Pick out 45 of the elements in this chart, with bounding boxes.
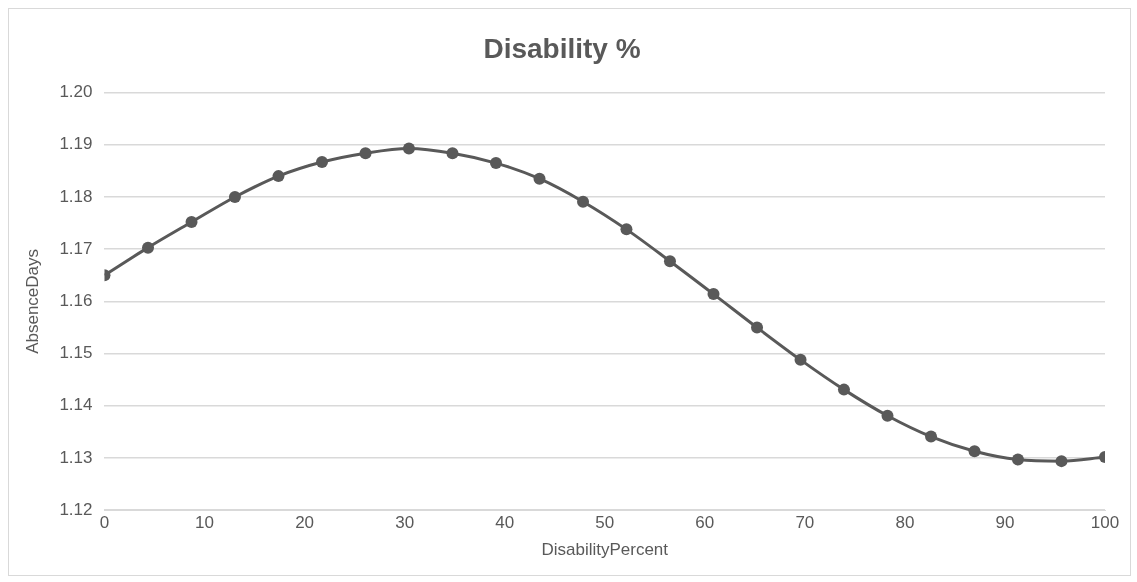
point <box>925 430 938 443</box>
point <box>359 147 372 160</box>
point <box>620 223 633 236</box>
point <box>402 142 415 155</box>
y-tick-label: 1.12 <box>59 499 93 519</box>
x-tick-label: 80 <box>895 513 915 533</box>
x-tick-label: 20 <box>295 513 315 533</box>
y-tick-label: 1.19 <box>59 134 93 154</box>
point <box>577 195 590 208</box>
chart-title: Disability % <box>483 32 641 64</box>
x-tick-label: 60 <box>695 513 715 533</box>
x-tick-label: 0 <box>99 513 110 533</box>
point <box>663 255 676 268</box>
point <box>272 170 285 183</box>
point <box>142 241 155 254</box>
x-axis-title: DisabilityPercent <box>541 540 669 560</box>
point <box>751 321 764 334</box>
point <box>1055 455 1068 468</box>
point <box>968 445 981 458</box>
y-tick-label: 1.14 <box>59 395 93 415</box>
point <box>228 191 241 203</box>
x-tick-label: 50 <box>595 513 615 533</box>
point <box>446 147 459 160</box>
x-tick-label: 100 <box>1090 513 1120 533</box>
y-tick-label: 1.17 <box>59 238 93 258</box>
y-axis-title: AbsenceDays <box>22 248 42 354</box>
x-tick-label: 30 <box>395 513 415 533</box>
point <box>794 353 807 366</box>
point <box>1011 453 1024 466</box>
x-tick-label: 70 <box>795 513 815 533</box>
x-tick-label: 10 <box>195 513 214 533</box>
point <box>185 216 198 229</box>
point <box>881 409 894 422</box>
x-tick-label: 90 <box>995 513 1015 533</box>
point <box>837 383 850 396</box>
point <box>316 156 328 169</box>
y-tick-label: 1.18 <box>59 186 93 206</box>
y-tick-label: 1.20 <box>59 82 93 102</box>
point <box>533 172 546 185</box>
x-tick-label: 40 <box>495 513 515 533</box>
y-tick-label: 1.16 <box>59 291 93 311</box>
y-tick-label: 1.13 <box>59 447 93 467</box>
point <box>489 157 502 170</box>
y-tick-label: 1.15 <box>59 343 93 363</box>
point <box>707 288 720 301</box>
